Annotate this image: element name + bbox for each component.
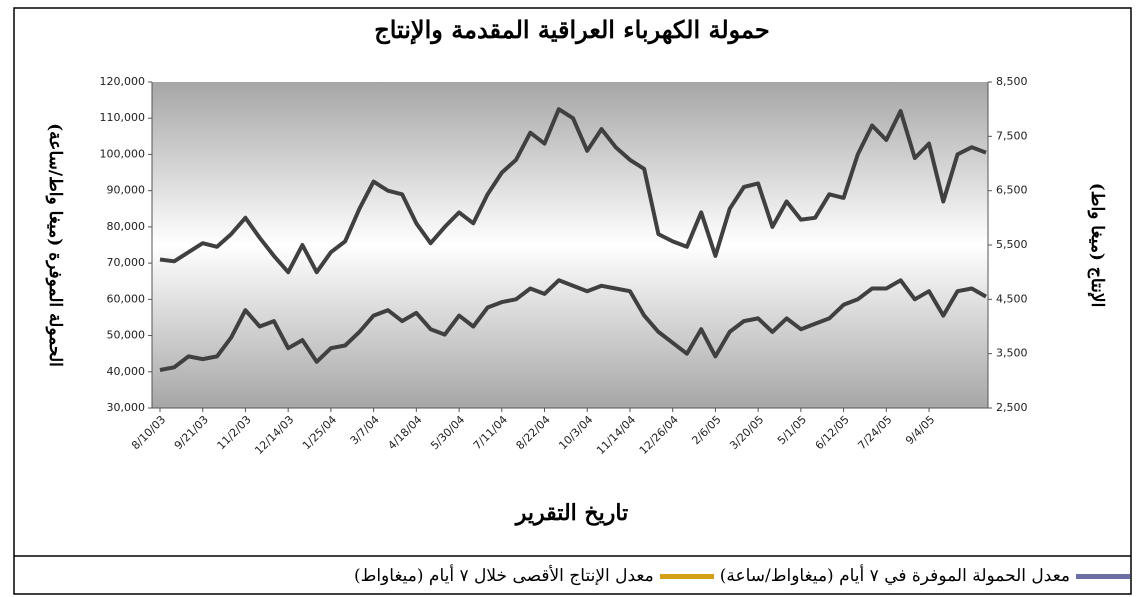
x-tick-label: 5/1/05 [775,413,809,447]
x-tick-label: 5/30/04 [428,413,467,452]
x-tick-label: 2/6/05 [689,413,723,447]
x-tick-label: 10/3/04 [556,413,595,452]
y-tick-label: 70,000 [107,256,146,269]
y2-axis-title: الإنتاج (ميغا واط) [1087,183,1107,308]
chart-title: حمولة الكهرباء العراقية المقدمة والإنتاج [374,15,770,45]
y-tick-label: 110,000 [100,111,146,124]
x-tick-label: 8/10/03 [129,413,168,452]
y2-tick-label: 5,500 [996,238,1028,251]
x-tick-label: 7/11/04 [471,413,510,452]
x-axis-title: تاريخ التقرير [514,500,628,526]
x-tick-label: 6/12/05 [813,413,852,452]
x-tick-label: 12/26/04 [637,413,681,457]
y2-tick-label: 8,500 [996,75,1028,88]
y2-tick-label: 2,500 [996,401,1028,414]
legend-label: معدل الإنتاج الأقصى خلال ٧ أيام (ميغاواط… [353,566,654,586]
y2-tick-label: 3,500 [996,347,1028,360]
y-tick-label: 60,000 [107,292,146,305]
x-tick-label: 9/4/05 [903,413,937,447]
plot-area [152,82,988,408]
legend-swatch [1076,573,1130,579]
y-tick-label: 30,000 [107,401,146,414]
legend-label: معدل الحمولة الموفرة في ٧ أيام (ميغاواط/… [719,566,1070,586]
x-tick-label: 7/24/05 [855,413,894,452]
x-tick-label: 4/18/04 [385,413,424,452]
y-axis-title: الحمولة الموفرة (ميغا واط/ساعة) [45,123,65,367]
x-tick-label: 11/14/04 [594,413,638,457]
y2-tick-label: 6,500 [996,184,1028,197]
y-tick-label: 50,000 [107,329,146,342]
series-line [159,278,987,372]
y-tick-label: 120,000 [100,75,146,88]
x-tick-label: 8/22/04 [514,413,553,452]
x-tick-label: 3/7/04 [348,413,382,447]
legend-swatch [659,573,714,579]
legend: معدل الحمولة الموفرة في ٧ أيام (ميغاواط/… [16,560,1130,592]
x-tick-label: 1/25/04 [300,413,339,452]
frame [13,7,1132,595]
y-tick-label: 90,000 [107,184,146,197]
y2-tick-label: 4,500 [996,292,1028,305]
x-tick-label: 12/14/03 [252,413,296,457]
y-tick-label: 80,000 [107,220,146,233]
y-tick-label: 40,000 [107,365,146,378]
x-tick-label: 9/21/03 [172,413,211,452]
y-tick-label: 100,000 [100,147,146,160]
x-tick-label: 11/2/03 [215,413,254,452]
y2-tick-label: 7,500 [996,129,1028,142]
series-line [159,107,987,275]
x-tick-label: 3/20/05 [727,413,766,452]
